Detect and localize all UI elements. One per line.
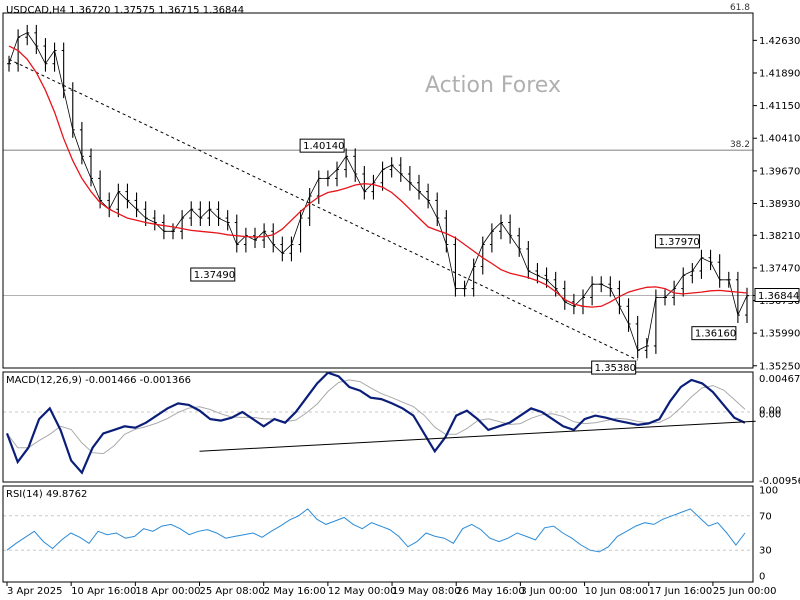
- x-tick-label: 2 May 16:00: [264, 586, 326, 597]
- price-annotation-label: 1.37490: [194, 270, 235, 281]
- price-y-tick-label: 1.40410: [759, 134, 800, 145]
- rsi-y-tick-label: 100: [759, 486, 778, 497]
- rsi-series: [6, 508, 746, 553]
- macd-y-tick-label: 0.00: [759, 410, 781, 421]
- macd-signal-series: [6, 379, 746, 455]
- macd-series: [5, 371, 746, 475]
- x-tick-label: 12 May 00:00: [328, 586, 397, 597]
- price-annotation-box: [654, 234, 700, 249]
- x-tick-label: 10 Apr 16:00: [71, 586, 136, 597]
- fib-label: 61.8: [730, 3, 750, 13]
- moving-average-series: [8, 45, 748, 308]
- price-y-tick-label: 1.38930: [759, 199, 800, 210]
- price-annotation-label: 1.36160: [695, 329, 736, 340]
- price-y-tick-label: 1.37470: [759, 263, 800, 274]
- rsi-y-tick-label: 70: [759, 511, 772, 522]
- x-tick-label: 19 May 08:00: [392, 586, 461, 597]
- price-annotation-label: 1.35380: [595, 363, 636, 374]
- ohlc-header: USDCAD,H4 1.36720 1.37575 1.36715 1.3684…: [6, 5, 244, 16]
- macd-y-tick-label: 0.00: [759, 405, 781, 416]
- panel-frame-rsi: [2, 485, 754, 583]
- price-annotation-box: [591, 360, 637, 375]
- panel-frame-macd: [2, 371, 754, 483]
- x-tick-label: 18 Apr 00:00: [135, 586, 200, 597]
- current-price-box: [754, 288, 800, 303]
- price-series: [8, 32, 748, 351]
- price-y-tick-label: 1.42630: [759, 36, 800, 47]
- x-tick-label: 10 Jun 08:00: [585, 586, 649, 597]
- price-annotation-box: [299, 138, 345, 153]
- rsi-y-tick-label: 0: [759, 572, 765, 583]
- macd-y-tick-label: -0.009568: [759, 476, 800, 487]
- price-y-tick-label: 1.38210: [759, 231, 800, 242]
- fib-label: 38.2: [730, 140, 750, 150]
- x-tick-label: 26 May 16:00: [456, 586, 525, 597]
- x-tick-label: 3 Apr 2025: [7, 586, 62, 597]
- x-tick-label: 25 Apr 08:00: [200, 586, 265, 597]
- macd-y-tick-label: 0.004674: [759, 374, 800, 385]
- price-annotation-box: [190, 267, 236, 282]
- price-y-tick-label: 1.41150: [759, 101, 800, 112]
- panel-frame-price: [2, 12, 754, 369]
- panel-frames: [2, 12, 754, 583]
- price-y-tick-label: 1.35250: [759, 361, 800, 372]
- price-y-tick-label: 1.39670: [759, 166, 800, 177]
- rsi-y-tick-label: 30: [759, 546, 772, 557]
- macd-trendline: [199, 420, 756, 452]
- price-annotation-label: 1.40140: [303, 141, 344, 152]
- grid-layer: [3, 12, 753, 551]
- current-price-label: 1.36844: [758, 291, 799, 302]
- x-tick-label: 17 Jun 16:00: [649, 586, 713, 597]
- watermark: Action Forex: [425, 73, 561, 98]
- price-annotation-label: 1.37970: [658, 237, 699, 248]
- price-y-tick-label: 1.41890: [759, 68, 800, 79]
- price-trendline: [8, 58, 638, 361]
- price-annotation-box: [691, 326, 737, 341]
- price-y-tick-label: 1.35990: [759, 329, 800, 340]
- rsi-label: RSI(14) 49.8762: [6, 489, 87, 500]
- macd-label: MACD(12,26,9) -0.001466 -0.001366: [6, 375, 191, 386]
- x-tick-label: 3 Jun 00:00: [520, 586, 577, 597]
- x-tick-label: 25 Jun 00:00: [713, 586, 777, 597]
- series-layer: [5, 24, 756, 553]
